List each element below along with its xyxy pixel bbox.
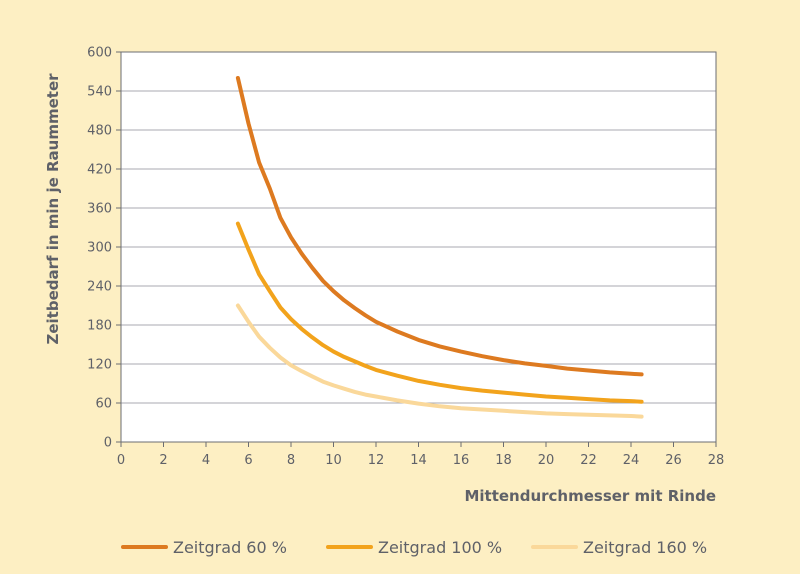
x-tick-label: 26 (665, 453, 682, 468)
legend-item: Zeitgrad 160 % (531, 538, 707, 557)
x-tick-label: 16 (453, 453, 470, 468)
series-line-1 (235, 76, 644, 377)
x-tick-label: 14 (410, 453, 427, 468)
legend-label: Zeitgrad 60 % (173, 538, 287, 557)
x-tick-label: 0 (117, 453, 125, 468)
y-tick-label: 0 (104, 436, 112, 451)
legend-item: Zeitgrad 60 % (121, 538, 287, 557)
series-line-3 (235, 303, 644, 419)
x-tick-label: 24 (623, 453, 640, 468)
y-tick-label: 600 (87, 46, 112, 61)
y-tick-label: 480 (87, 124, 112, 139)
x-tick-label: 28 (708, 453, 725, 468)
x-tick-label: 10 (325, 453, 342, 468)
series-lines (235, 76, 644, 419)
series-line-2 (235, 221, 644, 404)
x-tick-label: 22 (580, 453, 597, 468)
x-tick-label: 12 (368, 453, 385, 468)
legend-label: Zeitgrad 100 % (378, 538, 502, 557)
y-tick-label: 240 (87, 280, 112, 295)
x-tick-label: 2 (159, 453, 167, 468)
legend: Zeitgrad 60 % Zeitgrad 100 % Zeitgrad 160 … (121, 538, 707, 557)
y-tick-label: 120 (87, 358, 112, 373)
legend-label: Zeitgrad 160 % (583, 538, 707, 557)
x-tick-labels: 0 2 4 6 8 10 12 14 16 18 20 22 24 26 28 (117, 442, 724, 468)
y-tick-label: 60 (95, 397, 112, 412)
y-tick-label: 540 (87, 85, 112, 100)
y-tick-labels: 0 60 120 180 240 300 360 420 480 540 600 (87, 46, 121, 451)
x-tick-label: 18 (495, 453, 512, 468)
y-axis-title: Zeitbedarf in min je Raummeter (44, 73, 62, 345)
x-tick-label: 8 (287, 453, 295, 468)
y-tick-label: 300 (87, 241, 112, 256)
x-tick-label: 4 (202, 453, 210, 468)
x-tick-label: 20 (538, 453, 555, 468)
legend-item: Zeitgrad 100 % (326, 538, 502, 557)
y-tick-label: 180 (87, 319, 112, 334)
y-tick-label: 360 (87, 202, 112, 217)
y-tick-label: 420 (87, 163, 112, 178)
x-tick-label: 6 (244, 453, 252, 468)
x-axis-title: Mittendurchmesser mit Rinde (464, 487, 716, 505)
